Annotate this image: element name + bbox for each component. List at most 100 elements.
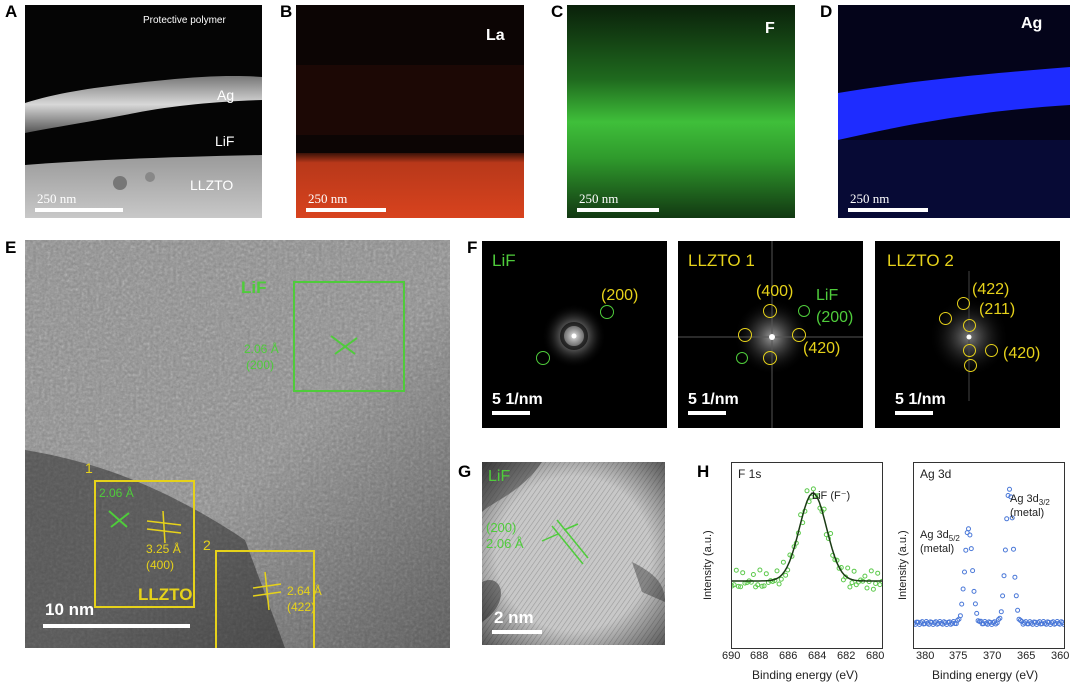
scale-bar <box>492 411 530 415</box>
panel-a-stem-image: Protective polymer Ag LiF LLZTO 250 nm <box>25 5 262 218</box>
ag3d-data-point <box>970 568 976 574</box>
ag3d-data-point <box>1013 593 1019 599</box>
panel-e-hrtem-image: LiF 2.06 Å (200) 1 2.06 Å 3.25 Å (400) 2… <box>25 240 450 648</box>
fft-spot-circle <box>738 328 752 342</box>
ag3d-data-point <box>1012 574 1018 580</box>
fft-llzto1-lif-hkl: (200) <box>816 309 854 326</box>
x-tick: 690 <box>722 650 741 662</box>
f1s-fit-line <box>732 492 882 582</box>
ag3d-data-point <box>1008 494 1014 500</box>
box-2-hkl: (422) <box>287 600 316 614</box>
fft-spot-circle <box>957 297 970 310</box>
panel-g-d-spacing: 2.06 Å <box>486 536 524 551</box>
ag3d-data-point <box>1002 547 1008 553</box>
lif-layer-label: LiF <box>215 133 235 149</box>
fft-lif-spot-circle <box>736 352 748 364</box>
panel-b-la-map: La 250 nm <box>296 5 524 218</box>
f1s-data-point <box>804 488 810 494</box>
ag3d-data-point <box>968 546 974 552</box>
f1s-data-point <box>776 581 782 587</box>
fft-spot-circle <box>963 344 976 357</box>
scale-bar <box>306 208 386 212</box>
fft-llzto1-spot-1: (400) <box>756 283 794 300</box>
ag3d-data-point <box>960 586 966 592</box>
fft-spot-circle <box>600 305 614 319</box>
ag3d-peak1-label: Ag 3d5/2 (metal) <box>920 529 960 555</box>
ag3d-data-point <box>967 532 973 538</box>
f1s-data-point <box>870 586 876 592</box>
f1s-data-point <box>774 568 780 574</box>
scale-bar-text: 5 1/nm <box>688 391 739 408</box>
f1s-x-axis-label: Binding energy (eV) <box>752 668 859 682</box>
f1s-data-point <box>735 583 741 589</box>
lif-lattice <box>482 462 665 645</box>
ag3d-peak2-state: (metal) <box>1010 507 1045 520</box>
fft-llzto1-title: LLZTO 1 <box>688 251 755 270</box>
llzto-layer-label: LLZTO <box>190 177 234 193</box>
la-element-label: La <box>486 27 505 44</box>
x-tick: 688 <box>750 650 769 662</box>
ag3d-data-point <box>971 588 977 594</box>
ag-layer-label: Ag <box>217 87 235 103</box>
f1s-data-point <box>783 572 789 578</box>
panel-c-f-map: F 250 nm <box>567 5 795 218</box>
llzto-region-box-2 <box>215 550 315 648</box>
f-map-fill <box>567 5 795 218</box>
fft-lif-spot-circle <box>798 305 810 317</box>
ag-map-fill <box>838 67 1070 218</box>
panel-label-f: F <box>467 238 478 257</box>
ag3d-peak1-name: Ag 3d <box>920 529 949 541</box>
f1s-data-point <box>750 572 756 577</box>
fft-llzto1-pattern <box>678 241 863 428</box>
f1s-data-point <box>738 584 744 590</box>
scale-bar <box>43 624 190 628</box>
box-2-d-spacing: 2.64 Å <box>287 584 322 598</box>
f1s-data-point <box>862 573 868 579</box>
scale-bar-text: 2 nm <box>494 608 534 627</box>
scale-bar-text: 10 nm <box>45 600 95 619</box>
f1s-data-point <box>759 583 765 589</box>
ag3d-data-point <box>962 569 967 575</box>
box-1-d-spacing: 3.25 Å <box>146 542 181 556</box>
lif-region-box <box>293 281 405 392</box>
ag3d-peak2-sub: 3/2 <box>1038 498 1050 508</box>
ag3d-data-point <box>966 526 971 532</box>
panel-g-lif-hrtem: LiF (200) 2.06 Å 2 nm <box>482 462 665 645</box>
scale-bar-text: 250 nm <box>850 191 890 206</box>
scale-bar <box>895 411 933 415</box>
llzto-region-label: LLZTO <box>138 585 193 604</box>
ag3d-x-axis-label: Binding energy (eV) <box>932 668 1039 682</box>
panel-label-e: E <box>5 238 17 257</box>
scale-bar-text: 250 nm <box>37 191 77 206</box>
x-tick: 360 <box>1051 650 1070 662</box>
fft-llzto1-panel: LLZTO 1 (400) LiF (200) (420) 5 1/nm <box>678 241 863 428</box>
f1s-peak-label: LiF (F⁻) <box>812 490 851 502</box>
f1s-data-point <box>845 565 851 571</box>
lif-region-label: LiF <box>241 278 267 297</box>
f1s-data-point <box>810 486 816 492</box>
panel-d-ag-map: Ag 250 nm <box>838 5 1070 218</box>
fft-lif-spot-label: (200) <box>601 287 639 304</box>
f-element-label: F <box>765 20 775 37</box>
ag3d-data-point <box>1009 515 1015 521</box>
hrtem-texture <box>25 240 450 648</box>
x-tick: 370 <box>983 650 1002 662</box>
fft-spot-circle <box>763 304 777 318</box>
xps-f1s-plot: F 1s LiF (F⁻) <box>729 462 885 649</box>
f1s-spectrum <box>729 486 885 592</box>
x-tick: 365 <box>1017 650 1036 662</box>
ag3d-peak1-state: (metal) <box>920 543 955 556</box>
fft-llzto1-spot-2: (420) <box>803 340 841 357</box>
f1s-data-point <box>748 579 754 585</box>
f1s-data-point <box>763 571 769 577</box>
x-tick: 684 <box>808 650 827 662</box>
ag3d-data-point <box>957 613 963 619</box>
scale-bar-text: 250 nm <box>308 191 348 206</box>
panel-label-g: G <box>458 462 472 481</box>
fft-spot-circle <box>963 319 976 332</box>
x-tick: 680 <box>866 650 885 662</box>
box-1-number: 1 <box>85 460 93 476</box>
stem-layers <box>25 76 262 218</box>
f1s-data-point <box>761 583 767 589</box>
panel-label-b: B <box>280 2 293 21</box>
